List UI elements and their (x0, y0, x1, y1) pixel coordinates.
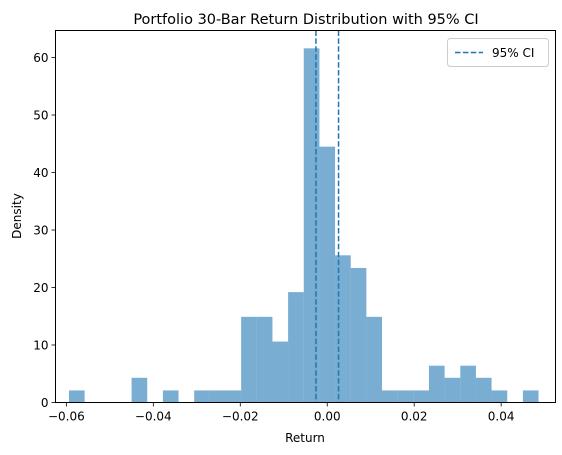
y-tick-label: 20 (33, 281, 48, 295)
histogram-bar (413, 390, 429, 403)
x-axis-label: Return (285, 431, 325, 445)
y-tick-label: 0 (41, 396, 49, 410)
histogram-bar (209, 390, 226, 403)
legend-ci-label: 95% CI (492, 46, 534, 60)
histogram-bar (350, 267, 367, 403)
x-tick-label: 0.04 (488, 410, 515, 424)
x-axis: −0.06 −0.04 −0.02 0.00 0.02 0.04 (48, 402, 515, 424)
x-tick-label: −0.04 (135, 410, 172, 424)
legend-box (447, 38, 549, 67)
histogram-bar (288, 292, 304, 403)
histogram-bar (194, 390, 210, 403)
histogram-bar (491, 390, 508, 403)
histogram-bar (522, 390, 539, 403)
y-axis: 0 10 20 30 40 50 60 (33, 51, 56, 410)
histogram-bar (319, 146, 336, 403)
histogram-bar (460, 365, 476, 403)
x-tick-label: 0.00 (314, 410, 341, 424)
x-tick-label: −0.06 (48, 410, 85, 424)
histogram-bar (272, 341, 289, 403)
histogram-bar (475, 377, 492, 403)
histogram-bar (68, 390, 85, 403)
histogram-bar (162, 390, 179, 403)
x-tick-label: −0.02 (222, 410, 259, 424)
histogram-bar (382, 390, 398, 403)
x-tick-label: 0.02 (401, 410, 428, 424)
y-tick-label: 30 (33, 223, 48, 237)
histogram-bar (444, 377, 461, 403)
legend: 95% CI (447, 38, 549, 67)
histogram-bar (241, 316, 257, 403)
chart-title: Portfolio 30-Bar Return Distribution wit… (133, 12, 478, 28)
histogram-bar (256, 316, 273, 403)
histogram-bar (366, 316, 383, 403)
histogram-bars (68, 48, 539, 403)
histogram-bar (303, 48, 320, 403)
y-axis-label: Density (10, 193, 24, 239)
histogram-bar (225, 390, 242, 403)
histogram-bar (428, 365, 445, 403)
y-tick-label: 10 (33, 338, 48, 352)
histogram-bar (397, 390, 414, 403)
y-tick-label: 40 (33, 166, 48, 180)
histogram-bar (335, 255, 351, 403)
histogram-bar (131, 377, 148, 403)
y-tick-label: 60 (33, 51, 48, 65)
ci-lines (315, 30, 340, 403)
plot-frame (55, 30, 556, 403)
y-tick-label: 50 (33, 108, 48, 122)
